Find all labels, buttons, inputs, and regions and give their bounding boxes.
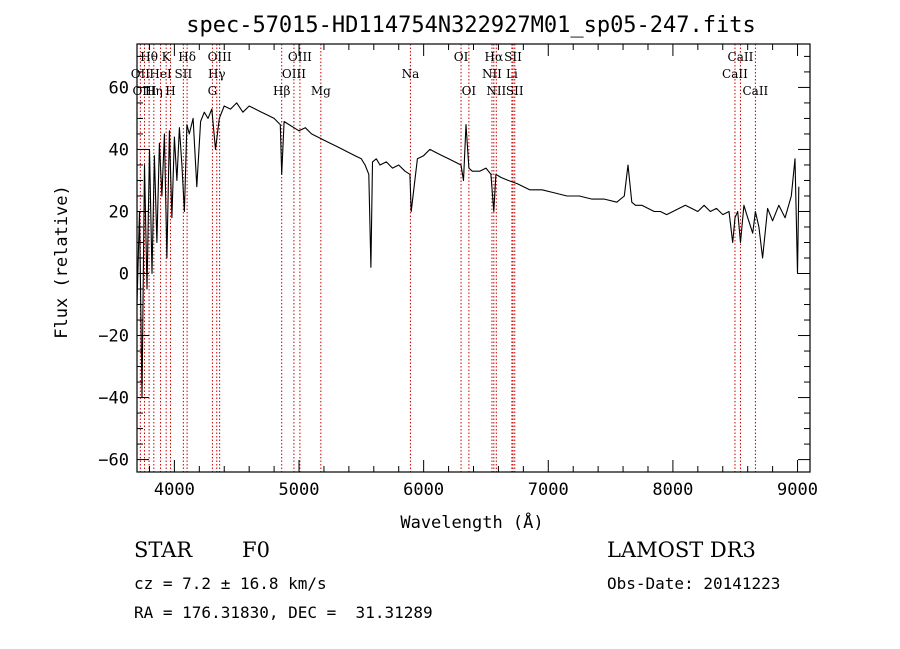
spectral-line-label: HeI: [149, 67, 172, 81]
spectrum-line: [136, 102, 800, 399]
y-tick-label: −40: [98, 389, 129, 409]
spectral-line-label: G: [208, 84, 218, 98]
spectral-line-label: Hθ: [140, 50, 158, 64]
spectral-line-label: OIII: [208, 50, 232, 64]
spectral-line-label: NII: [482, 67, 502, 81]
y-tick-label: −20: [98, 327, 129, 347]
plot-frame: [136, 43, 811, 473]
x-tick-label: 6000: [403, 480, 444, 500]
x-axis-label: Wavelength (Å): [400, 511, 543, 533]
y-tick-label: 20: [109, 202, 129, 222]
spectral-line-label: CaII: [722, 67, 748, 81]
spectral-line-label: Hβ: [273, 84, 290, 98]
y-axis-label: Flux (relative): [52, 185, 72, 339]
y-tick-label: 40: [109, 140, 129, 160]
x-tick-label: 4000: [154, 480, 195, 500]
spectral-line-label: Hγ: [208, 67, 226, 81]
y-tick-label: −60: [98, 451, 129, 471]
spectrum-series: [136, 102, 800, 399]
object-class: STAR: [134, 538, 193, 562]
spectral-line-label: OIII: [132, 84, 156, 98]
chart-title: spec-57015-HD114754N322927M01_sp05-247.f…: [186, 13, 756, 38]
spectral-line-label: OI: [462, 84, 477, 98]
spectral-line-markers: [139, 44, 756, 472]
x-tick-label: 7000: [528, 480, 569, 500]
spectrum-plot: spec-57015-HD114754N322927M01_sp05-247.f…: [52, 13, 818, 533]
coordinates: RA = 176.31830, DEC = 31.31289: [134, 603, 433, 622]
spectral-line-label: NII: [486, 84, 506, 98]
spectral-line-label: CaII: [742, 84, 768, 98]
spectral-line-label: Na: [402, 67, 420, 81]
spectral-line-label: OIII: [282, 67, 306, 81]
spectral-line-label: Hδ: [178, 50, 196, 64]
spectral-line-label: Hα: [485, 50, 504, 64]
spectral-line-label: Mg: [311, 84, 331, 98]
spectral-line-label: SII: [506, 84, 524, 98]
spectral-line-label: H: [165, 84, 175, 98]
spectral-line-label: Hη: [145, 84, 163, 98]
spectral-line-label: CaII: [728, 50, 754, 64]
x-tick-label: 5000: [279, 480, 320, 500]
y-tick-label: 0: [119, 265, 129, 285]
spectral-line-label: K: [162, 50, 172, 64]
y-tick-label: 60: [109, 78, 129, 98]
x-tick-label: 9000: [777, 480, 818, 500]
redshift-value: cz = 7.2 ± 16.8 km/s: [134, 574, 327, 593]
spectral-line-label: OIII: [288, 50, 312, 64]
spectral-line-label: OI: [454, 50, 469, 64]
subclass: F0: [242, 538, 270, 562]
spectral-line-label: SII: [175, 67, 193, 81]
x-tick-label: 8000: [652, 480, 693, 500]
survey-name: LAMOST DR3: [607, 538, 756, 562]
observation-date: Obs-Date: 20141223: [607, 574, 781, 593]
spectral-line-label: SII: [504, 50, 522, 64]
spectral-line-label: Li: [506, 67, 518, 81]
spectral-line-label: OII: [131, 67, 151, 81]
axis-ticks: 4000 5000 6000 7000 8000 9000 −60 −40 −20 0 20 40 60: [98, 44, 818, 500]
